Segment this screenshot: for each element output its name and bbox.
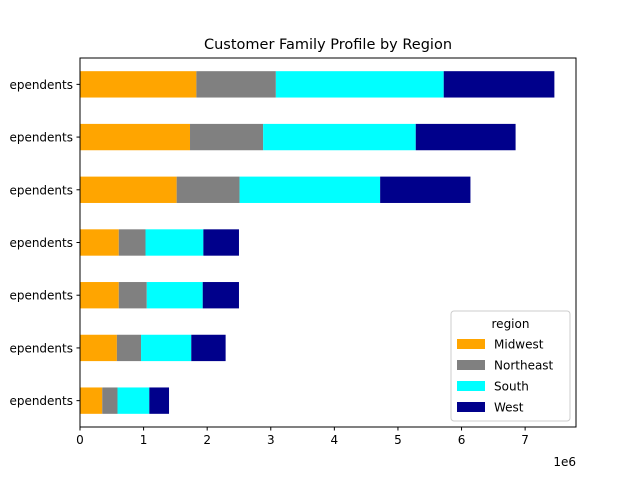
bar-northeast-4: [176, 176, 240, 203]
y-tick-label: ependents: [9, 289, 73, 303]
bar-south-3: [145, 229, 204, 256]
bar-midwest-6: [80, 71, 197, 98]
bar-south-1: [141, 334, 192, 362]
x-tick-label: 3: [267, 433, 275, 447]
legend: region Midwest Northeast South West: [450, 310, 571, 422]
bar-midwest-2: [80, 282, 119, 309]
bar-west-6: [443, 71, 555, 98]
bar-northeast-0: [102, 387, 118, 414]
y-tick-label: ependents: [9, 394, 73, 408]
plot-frame: [79, 57, 577, 428]
x-axis: 0 1 2 3 4 5 6 7: [76, 427, 529, 447]
x-tick-label: 7: [521, 433, 529, 447]
bar-west-3: [203, 229, 239, 256]
bar-midwest-1: [80, 334, 117, 362]
y-tick-label: ependents: [9, 341, 73, 355]
bar-west-4: [380, 176, 471, 203]
bar-south-2: [146, 282, 203, 309]
x-tick-label: 1: [140, 433, 148, 447]
bar-midwest-0: [80, 387, 103, 414]
x-tick-label: 0: [76, 433, 84, 447]
legend-title: region: [492, 317, 530, 331]
legend-swatch-south: [457, 381, 485, 391]
x-tick-label: 2: [203, 433, 211, 447]
y-tick-label: ependents: [9, 183, 73, 197]
bar-west-2: [202, 282, 239, 309]
bar-south-5: [263, 123, 416, 151]
bar-northeast-1: [116, 334, 142, 362]
y-tick-label: ependents: [9, 78, 73, 92]
bar-south-6: [275, 71, 444, 98]
legend-swatch-midwest: [457, 339, 485, 349]
bar-northeast-6: [196, 71, 276, 98]
legend-box: [450, 310, 571, 422]
chart-title: Customer Family Profile by Region: [204, 37, 452, 53]
legend-label-northeast: Northeast: [494, 359, 554, 373]
legend-swatch-west: [457, 402, 485, 412]
legend-label-midwest: Midwest: [494, 338, 544, 352]
bar-south-4: [239, 176, 381, 203]
y-tick-label: ependents: [9, 236, 73, 250]
x-tick-label: 5: [394, 433, 402, 447]
legend-label-west: West: [494, 401, 524, 415]
bar-northeast-3: [118, 229, 146, 256]
legend-swatch-northeast: [457, 360, 485, 370]
bar-west-5: [415, 123, 516, 151]
bar-midwest-5: [80, 123, 191, 151]
legend-label-south: South: [494, 380, 529, 394]
bar-west-0: [149, 387, 170, 414]
bar-midwest-4: [80, 176, 177, 203]
bar-northeast-5: [190, 123, 264, 151]
x-tick-label: 4: [331, 433, 339, 447]
bars-group: [80, 71, 555, 414]
y-axis: ependents ependents ependents ependents epen…: [9, 78, 80, 408]
bar-midwest-3: [80, 229, 119, 256]
y-tick-label: ependents: [9, 131, 73, 145]
bar-west-1: [191, 334, 226, 362]
bar-south-0: [117, 387, 150, 414]
x-tick-label: 6: [458, 433, 466, 447]
bar-northeast-2: [118, 282, 147, 309]
x-offset-label: 1e6: [553, 455, 576, 469]
